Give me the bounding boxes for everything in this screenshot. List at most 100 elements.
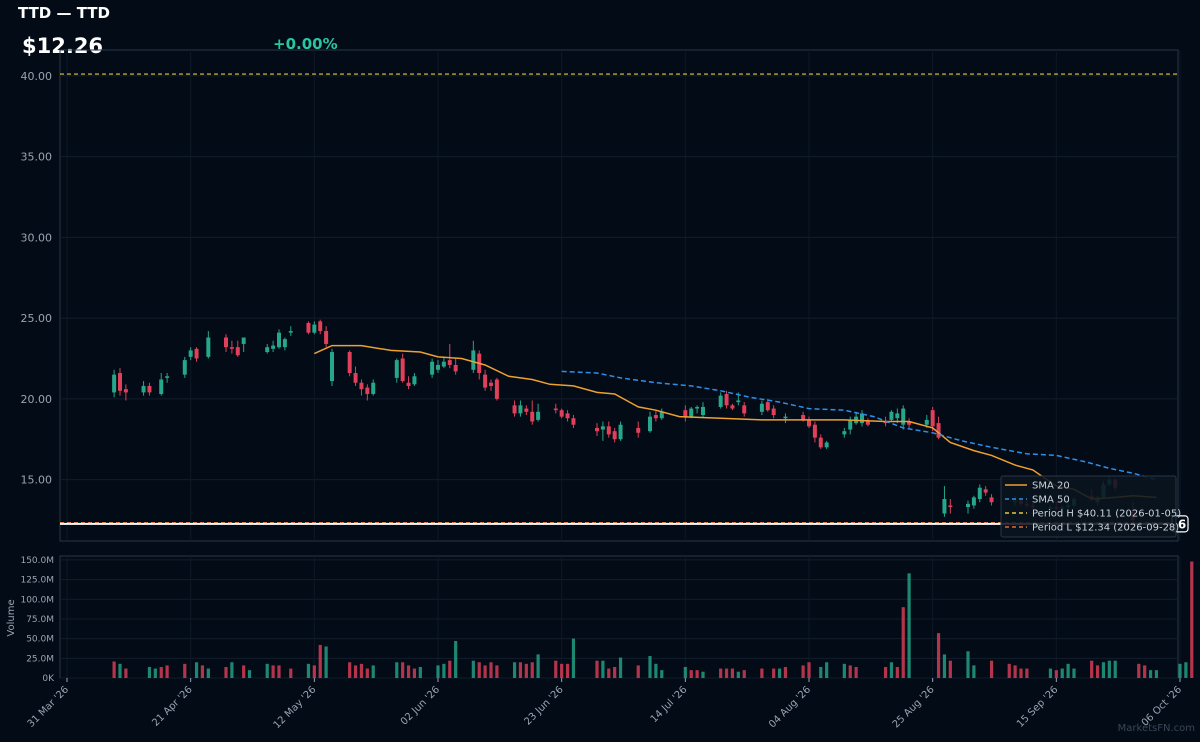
volume-bar: [783, 666, 788, 678]
volume-axis-label: Volume: [6, 599, 17, 636]
price-tick-label: 20.00: [21, 393, 53, 406]
candle-body: [942, 499, 947, 514]
volume-bar: [730, 668, 735, 678]
watermark: MarketsFN.com: [1118, 723, 1195, 734]
candle-body: [282, 339, 287, 348]
volume-bar: [966, 651, 970, 678]
volume-bar: [842, 663, 846, 678]
candle-body: [812, 424, 817, 438]
volume-bar: [471, 660, 475, 678]
candle-body: [288, 331, 293, 333]
volume-bar: [483, 665, 487, 678]
volume-bar: [1143, 665, 1147, 678]
volume-bar: [760, 668, 764, 678]
volume-bar: [489, 662, 493, 678]
candle-body: [618, 424, 623, 440]
volume-bar: [159, 666, 163, 678]
candle-body: [512, 405, 517, 414]
volume-bar: [907, 573, 911, 678]
candle-body: [565, 413, 570, 419]
volume-bar: [936, 633, 941, 678]
candle-body: [865, 421, 870, 425]
volume-bar: [848, 665, 852, 678]
candle-body: [771, 408, 776, 416]
candle-body: [595, 427, 599, 432]
legend-label: Period L $12.34 (2026-09-28): [1032, 523, 1179, 534]
candle-body: [483, 374, 488, 388]
volume-bar: [819, 666, 823, 678]
volume-bar: [312, 665, 316, 678]
candle-body: [353, 373, 358, 383]
sma20-line: [313, 344, 1157, 500]
volume-bar: [536, 654, 540, 678]
price-change: +0.00%: [273, 35, 338, 53]
candle-body: [901, 408, 906, 425]
candle-body: [206, 337, 211, 357]
candle-body: [801, 415, 806, 420]
candle-body: [559, 410, 564, 417]
volume-bar: [1190, 561, 1194, 678]
candle-body: [229, 347, 234, 349]
candle-body: [447, 360, 452, 365]
volume-bar: [689, 670, 693, 678]
volume-bar: [206, 668, 210, 678]
candle-body: [265, 347, 270, 353]
candle-body: [118, 373, 122, 391]
candle-body: [689, 408, 694, 417]
volume-bar: [1054, 670, 1058, 678]
volume-bar: [736, 671, 740, 678]
candle-body: [441, 361, 446, 367]
legend-label: SMA 50: [1032, 495, 1070, 506]
candle-body: [971, 497, 976, 506]
x-tick-label: 15 Sep '26: [1015, 684, 1061, 730]
candle-body: [277, 332, 281, 348]
volume-bar: [660, 670, 664, 678]
volume-bar: [359, 663, 364, 678]
candle-body: [400, 358, 405, 382]
volume-bar: [348, 662, 352, 678]
volume-bar: [883, 666, 888, 678]
volume-tick-label: 50.0M: [26, 635, 54, 645]
volume-bar: [613, 666, 617, 678]
x-tick-label: 12 May '26: [272, 684, 319, 731]
candle-body: [600, 426, 605, 430]
candle-body: [359, 382, 364, 390]
candle-body: [889, 411, 894, 420]
candle-body: [141, 385, 146, 393]
candle-body: [271, 345, 276, 349]
candle-body: [848, 419, 853, 430]
volume-bar: [448, 660, 452, 678]
volume-bar: [1048, 668, 1053, 678]
candle-body: [224, 337, 228, 348]
volume-bar: [147, 666, 152, 678]
volume-bar: [124, 668, 128, 678]
candle-body: [159, 379, 164, 395]
volume-bar: [530, 662, 534, 678]
volume-bar: [825, 662, 829, 678]
price-panel-frame: [59, 49, 1179, 542]
price-tick-label: 25.00: [21, 312, 53, 325]
candle-body: [436, 364, 440, 370]
volume-bar: [1113, 660, 1117, 678]
volume-bar: [495, 665, 499, 678]
candle-body: [394, 360, 399, 378]
volume-bars: [112, 561, 1194, 678]
price-tick-label: 30.00: [21, 231, 53, 244]
volume-bar: [477, 662, 481, 678]
candle-body: [412, 376, 417, 385]
candle-body: [606, 426, 611, 435]
volume-bar: [607, 668, 611, 678]
volume-bar: [654, 663, 658, 678]
candle-body: [718, 395, 723, 407]
volume-bar: [854, 666, 858, 678]
volume-bar: [1178, 663, 1182, 678]
candle-body: [489, 382, 493, 386]
candle-body: [235, 347, 240, 356]
candle-body: [536, 411, 541, 420]
candle-body: [494, 379, 499, 399]
x-tick-label: 25 Aug '26: [891, 684, 937, 730]
volume-bar: [601, 660, 605, 678]
volume-bar: [1101, 662, 1106, 678]
volume-bar: [1072, 668, 1076, 678]
candle-body: [406, 382, 411, 386]
